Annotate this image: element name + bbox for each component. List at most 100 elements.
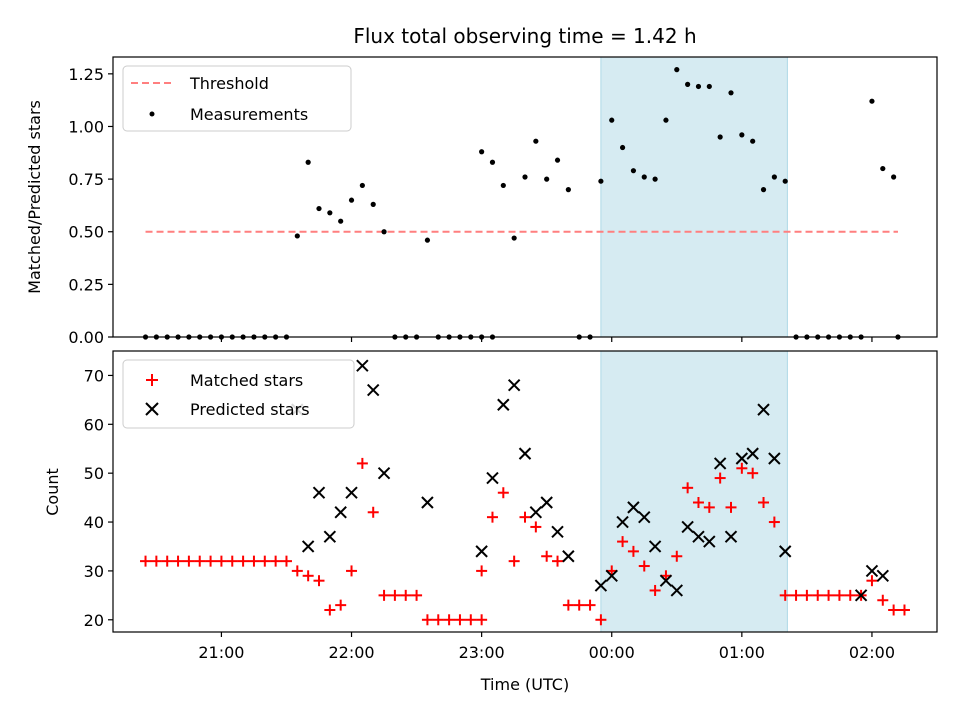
- matched-star-point: [465, 614, 477, 626]
- predicted-star-point: [724, 530, 738, 543]
- observing-window-span: [600, 56, 788, 338]
- predicted-star-point: [356, 359, 369, 372]
- matched-star-point: [280, 555, 292, 567]
- matched-star-point: [237, 555, 249, 567]
- x-tick-label: 02:00: [849, 643, 895, 662]
- measurement-point: [782, 178, 788, 184]
- matched-star-point: [172, 555, 184, 567]
- y-tick-label: 30: [84, 562, 104, 581]
- measurement-point: [424, 237, 431, 243]
- predicted-star-point: [345, 486, 358, 499]
- predicted-star-point: [768, 452, 781, 465]
- y-tick-label: 0.50: [68, 223, 104, 242]
- measurement-point: [869, 98, 875, 104]
- measurement-point: [316, 205, 322, 212]
- measurement-point: [891, 174, 897, 180]
- x-tick-label: 01:00: [719, 643, 765, 662]
- measurement-point: [685, 81, 691, 87]
- legend-predicted-label: Predicted stars: [190, 400, 310, 419]
- measurement-point: [554, 157, 561, 163]
- legend-predicted-swatch: [145, 402, 159, 416]
- matched-star-point: [248, 555, 260, 567]
- predicted-star-point: [692, 530, 705, 543]
- matched-star-point: [649, 584, 661, 596]
- measurement-point: [294, 233, 300, 239]
- matched-star-point: [552, 555, 564, 567]
- predicted-star-point: [497, 398, 510, 411]
- predicted-star-point: [670, 584, 683, 597]
- x-tick-label: 00:00: [589, 643, 635, 662]
- matched-star-point: [671, 550, 683, 562]
- matched-star-point: [736, 462, 748, 474]
- predicted-star-point: [616, 515, 629, 529]
- measurement-point: [338, 218, 344, 224]
- ratio-y-axis-label: Matched/Predicted stars: [25, 100, 44, 294]
- matched-star-point: [508, 555, 520, 567]
- measurement-point: [641, 174, 647, 180]
- x-tick-label: 21:00: [198, 643, 244, 662]
- measurement-point: [327, 210, 333, 216]
- matched-star-point: [562, 599, 574, 611]
- y-tick-label: 40: [84, 513, 104, 532]
- matched-star-point: [432, 614, 444, 626]
- predicted-star-point: [594, 579, 608, 592]
- matched-star-point: [790, 589, 802, 601]
- matched-star-point: [844, 589, 856, 601]
- y-tick-label: 1.00: [68, 117, 104, 136]
- predicted-star-point: [854, 589, 868, 602]
- measurement-point: [565, 187, 571, 193]
- predicted-star-point: [486, 471, 499, 485]
- matched-star-point: [530, 521, 542, 533]
- matched-star-point: [519, 511, 531, 523]
- measurement-point: [630, 168, 637, 174]
- measurement-point: [381, 229, 387, 235]
- matched-star-point: [400, 589, 412, 601]
- count-panel: 20 30 40 50 60 70 21:00 22:00 23:00 00:00 01:00 02…: [43, 350, 938, 694]
- matched-star-point: [161, 555, 173, 567]
- matched-star-point: [758, 496, 770, 508]
- matched-star-point: [584, 599, 596, 611]
- legend-measurements-label: Measurements: [190, 105, 308, 124]
- measurement-point: [305, 159, 311, 165]
- matched-star-point: [812, 589, 824, 601]
- matched-star-point: [486, 511, 498, 523]
- predicted-star-point: [681, 520, 694, 534]
- measurement-point: [750, 138, 756, 144]
- predicted-star-point: [735, 452, 749, 465]
- measurement-point: [771, 174, 777, 180]
- measurement-point: [739, 132, 745, 138]
- y-tick-label: 60: [84, 415, 104, 434]
- matched-star-point: [335, 599, 347, 611]
- matched-star-point: [454, 614, 466, 626]
- matched-star-point: [215, 555, 227, 567]
- ratio-x-ticks: [220, 337, 873, 342]
- measurement-point: [609, 117, 615, 123]
- measurement-point: [533, 138, 539, 144]
- measurement-point: [500, 182, 506, 189]
- matched-star-point: [888, 604, 900, 616]
- matched-star-point: [270, 555, 282, 567]
- count-y-ticks: 20 30 40 50 60 70: [84, 366, 113, 630]
- predicted-star-point: [779, 545, 792, 558]
- legend-measurements-swatch: [149, 111, 155, 117]
- x-tick-label: 23:00: [459, 643, 505, 662]
- measurement-point: [674, 67, 680, 73]
- ratio-y-ticks: 0.00 0.25 0.50 0.75 1.00 1.25: [68, 65, 113, 347]
- chart-title: Flux total observing time = 1.42 h: [353, 24, 696, 48]
- predicted-star-point: [605, 569, 618, 583]
- predicted-star-point: [507, 379, 521, 392]
- predicted-star-point: [518, 447, 532, 460]
- predicted-star-point: [377, 466, 391, 480]
- predicted-star-point: [323, 530, 337, 543]
- predicted-star-point: [529, 506, 543, 519]
- measurement-point: [511, 235, 517, 241]
- predicted-star-point: [551, 525, 564, 539]
- predicted-star-point: [703, 535, 716, 548]
- matched-star-point: [833, 589, 845, 601]
- measurement-point: [348, 197, 355, 203]
- y-tick-label: 0.00: [68, 328, 104, 347]
- legend-matched-label: Matched stars: [190, 371, 303, 390]
- count-y-axis-label: Count: [43, 468, 62, 516]
- measurement-point: [728, 90, 734, 96]
- measurement-point: [370, 201, 376, 207]
